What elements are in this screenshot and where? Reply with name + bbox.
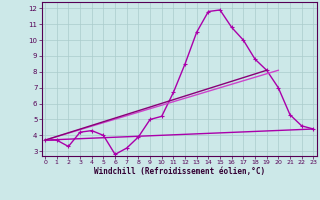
X-axis label: Windchill (Refroidissement éolien,°C): Windchill (Refroidissement éolien,°C) bbox=[94, 167, 265, 176]
